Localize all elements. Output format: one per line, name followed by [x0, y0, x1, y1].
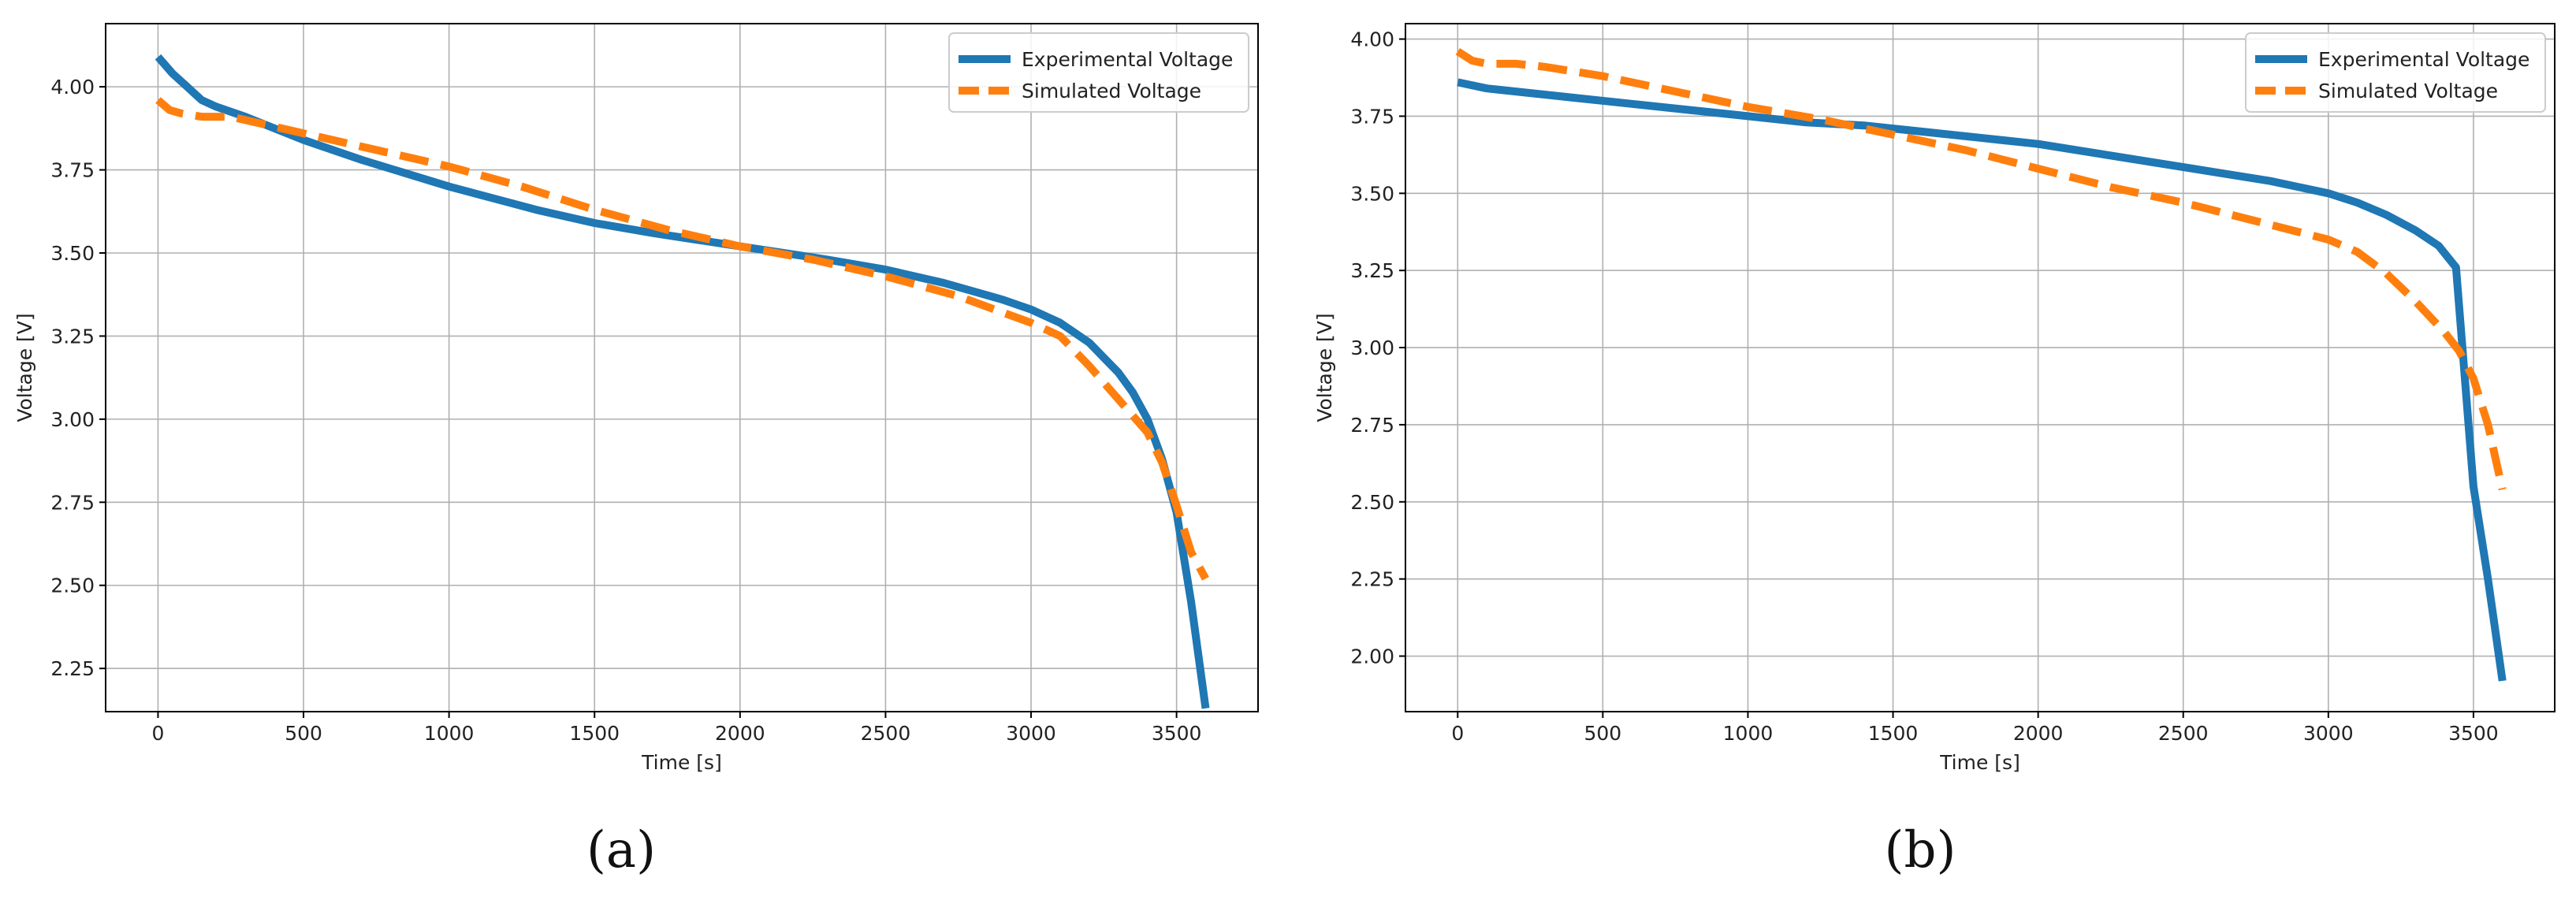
c1-y-tick-label: 3.50 — [1350, 182, 1394, 205]
c0-x-tick-label: 1500 — [569, 722, 620, 745]
chart-panel-a: 0 500 1000 1500 2000 2500 3000 3500 2.25 2.50 2.75… — [13, 23, 1259, 774]
c0-x-tick-label: 2000 — [715, 722, 765, 745]
c0-y-tick-label: 2.25 — [50, 657, 95, 680]
c1-y-tick-label: 3.00 — [1350, 337, 1394, 359]
c0-y-axis-label: Voltage [V] — [13, 313, 36, 422]
c0-x-tick-label: 3500 — [1152, 722, 1202, 745]
c0-x-tick-label: 3000 — [1006, 722, 1056, 745]
c1-experimental-voltage-line — [1457, 78, 2507, 682]
c0-series-group — [154, 54, 1210, 709]
c0-x-tick-label: 500 — [285, 722, 322, 745]
c1-x-tick-label: 2000 — [2013, 722, 2064, 745]
panel-label-b: (b) — [1885, 821, 1956, 880]
c1-x-tick-label: 0 — [1451, 722, 1464, 745]
c0-simulated-voltage-line — [155, 97, 1209, 581]
c1-y-tick-label: 2.50 — [1350, 491, 1394, 514]
panel-label-a: (a) — [586, 821, 656, 880]
c0-x-axis-label: Time [s] — [641, 751, 722, 774]
c0-y-tick-label: 3.50 — [50, 242, 95, 265]
c1-x-tick-label: 500 — [1584, 722, 1622, 745]
c1-y-tick-label: 3.75 — [1350, 105, 1394, 128]
chart-panel-b: 0 500 1000 1500 2000 2500 3000 3500 2.00 2.25 2.50… — [1313, 23, 2556, 774]
c0-y-tick-label: 3.75 — [50, 159, 95, 182]
c1-y-axis-label: Voltage [V] — [1313, 313, 1336, 422]
c1-x-tick-label: 3000 — [2303, 722, 2354, 745]
c1-legend-box — [2245, 32, 2546, 113]
c1-y-tick-label: 2.75 — [1350, 414, 1394, 437]
c1-x-tick-label: 1500 — [1868, 722, 1919, 745]
c0-legend-label-experimental: Experimental Voltage — [1022, 48, 1233, 71]
c1-simulated-voltage-line — [1455, 47, 2507, 491]
c0-x-tick-label: 1000 — [424, 722, 475, 745]
c1-legend-label-experimental: Experimental Voltage — [2318, 48, 2529, 71]
c1-x-axis-label: Time [s] — [1939, 751, 2020, 774]
c1-x-tick-label: 2500 — [2158, 722, 2209, 745]
c0-legend-box — [948, 32, 1249, 113]
c1-y-tick-label: 2.00 — [1350, 645, 1394, 668]
c1-x-tick-label: 1000 — [1723, 722, 1774, 745]
c0-y-tick-label: 2.50 — [50, 575, 95, 597]
c1-y-tick-label: 3.25 — [1350, 259, 1394, 282]
c1-x-tick-label: 3500 — [2448, 722, 2499, 745]
c0-legend: Experimental Voltage Simulated Voltage — [948, 32, 1249, 113]
c0-x-tick-label: 2500 — [861, 722, 911, 745]
c0-legend-label-simulated: Simulated Voltage — [1022, 80, 1201, 102]
c1-legend-label-simulated: Simulated Voltage — [2318, 80, 2498, 102]
c0-y-tick-label: 2.75 — [50, 491, 95, 514]
c0-y-tick-label: 4.00 — [50, 76, 95, 99]
c0-y-tick-label: 3.00 — [50, 408, 95, 431]
c0-x-tick-label: 0 — [152, 722, 165, 745]
c1-axes-frame — [1405, 23, 2556, 712]
c1-legend: Experimental Voltage Simulated Voltage — [2245, 32, 2546, 113]
c0-axes-frame — [105, 23, 1259, 712]
c1-series-group — [1455, 47, 2507, 682]
c0-y-tick-label: 3.25 — [50, 325, 95, 348]
c1-y-tick-label: 2.25 — [1350, 568, 1394, 591]
c1-y-tick-label: 4.00 — [1350, 28, 1394, 51]
